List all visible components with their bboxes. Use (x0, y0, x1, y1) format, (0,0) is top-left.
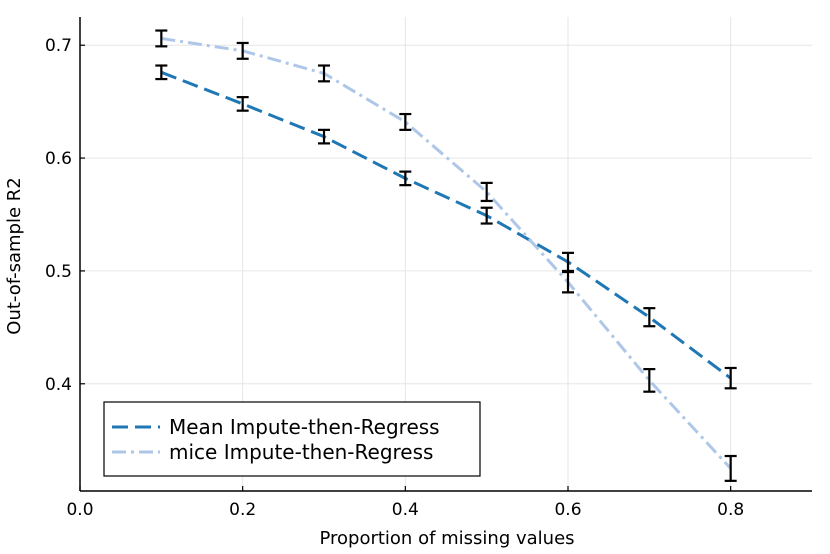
error-bar (643, 307, 656, 328)
y-tick-label: 0.4 (45, 375, 72, 395)
y-tick-label: 0.6 (45, 149, 72, 169)
legend: Mean Impute-then-Regress mice Impute-the… (103, 401, 481, 477)
grid (79, 17, 812, 491)
series-line-mice (161, 36, 732, 470)
legend-label-mean: Mean Impute-then-Regress (169, 415, 440, 439)
error-bar (643, 368, 656, 393)
error-bar (236, 96, 249, 112)
error-bar (480, 206, 493, 225)
error-bar (399, 170, 412, 187)
series-line-mean (160, 70, 732, 380)
error-bar (724, 454, 737, 482)
error-bar (724, 366, 737, 390)
error-bar (155, 29, 168, 48)
error-bar (318, 64, 330, 83)
x-tick-label: 0.0 (66, 500, 93, 520)
x-tick-label: 0.8 (717, 500, 744, 520)
error-bar (155, 64, 168, 81)
y-tick-label: 0.7 (45, 36, 72, 56)
error-bar (236, 41, 249, 60)
error-bar (562, 270, 574, 294)
x-axis-title: Proportion of missing values (319, 528, 574, 549)
axes (79, 17, 812, 492)
error-bar (318, 128, 330, 145)
x-tick-label: 0.6 (554, 500, 581, 520)
legend-label-mice: mice Impute-then-Regress (169, 440, 433, 464)
y-tick-label: 0.5 (45, 262, 72, 282)
x-tick-label: 0.2 (229, 500, 256, 520)
series-lines (160, 36, 732, 470)
x-axis-ticks: 0.0 0.2 0.4 0.6 0.8 (66, 486, 744, 520)
error-bar (562, 251, 574, 273)
y-axis-ticks: 0.4 0.5 0.6 0.7 (45, 36, 85, 395)
x-tick-label: 0.4 (392, 500, 419, 520)
error-bar (480, 181, 493, 203)
error-bar (399, 112, 412, 131)
legend-box (103, 401, 481, 477)
error-bars (155, 29, 737, 482)
y-axis-title: Out-of-sample R2 (4, 177, 25, 334)
